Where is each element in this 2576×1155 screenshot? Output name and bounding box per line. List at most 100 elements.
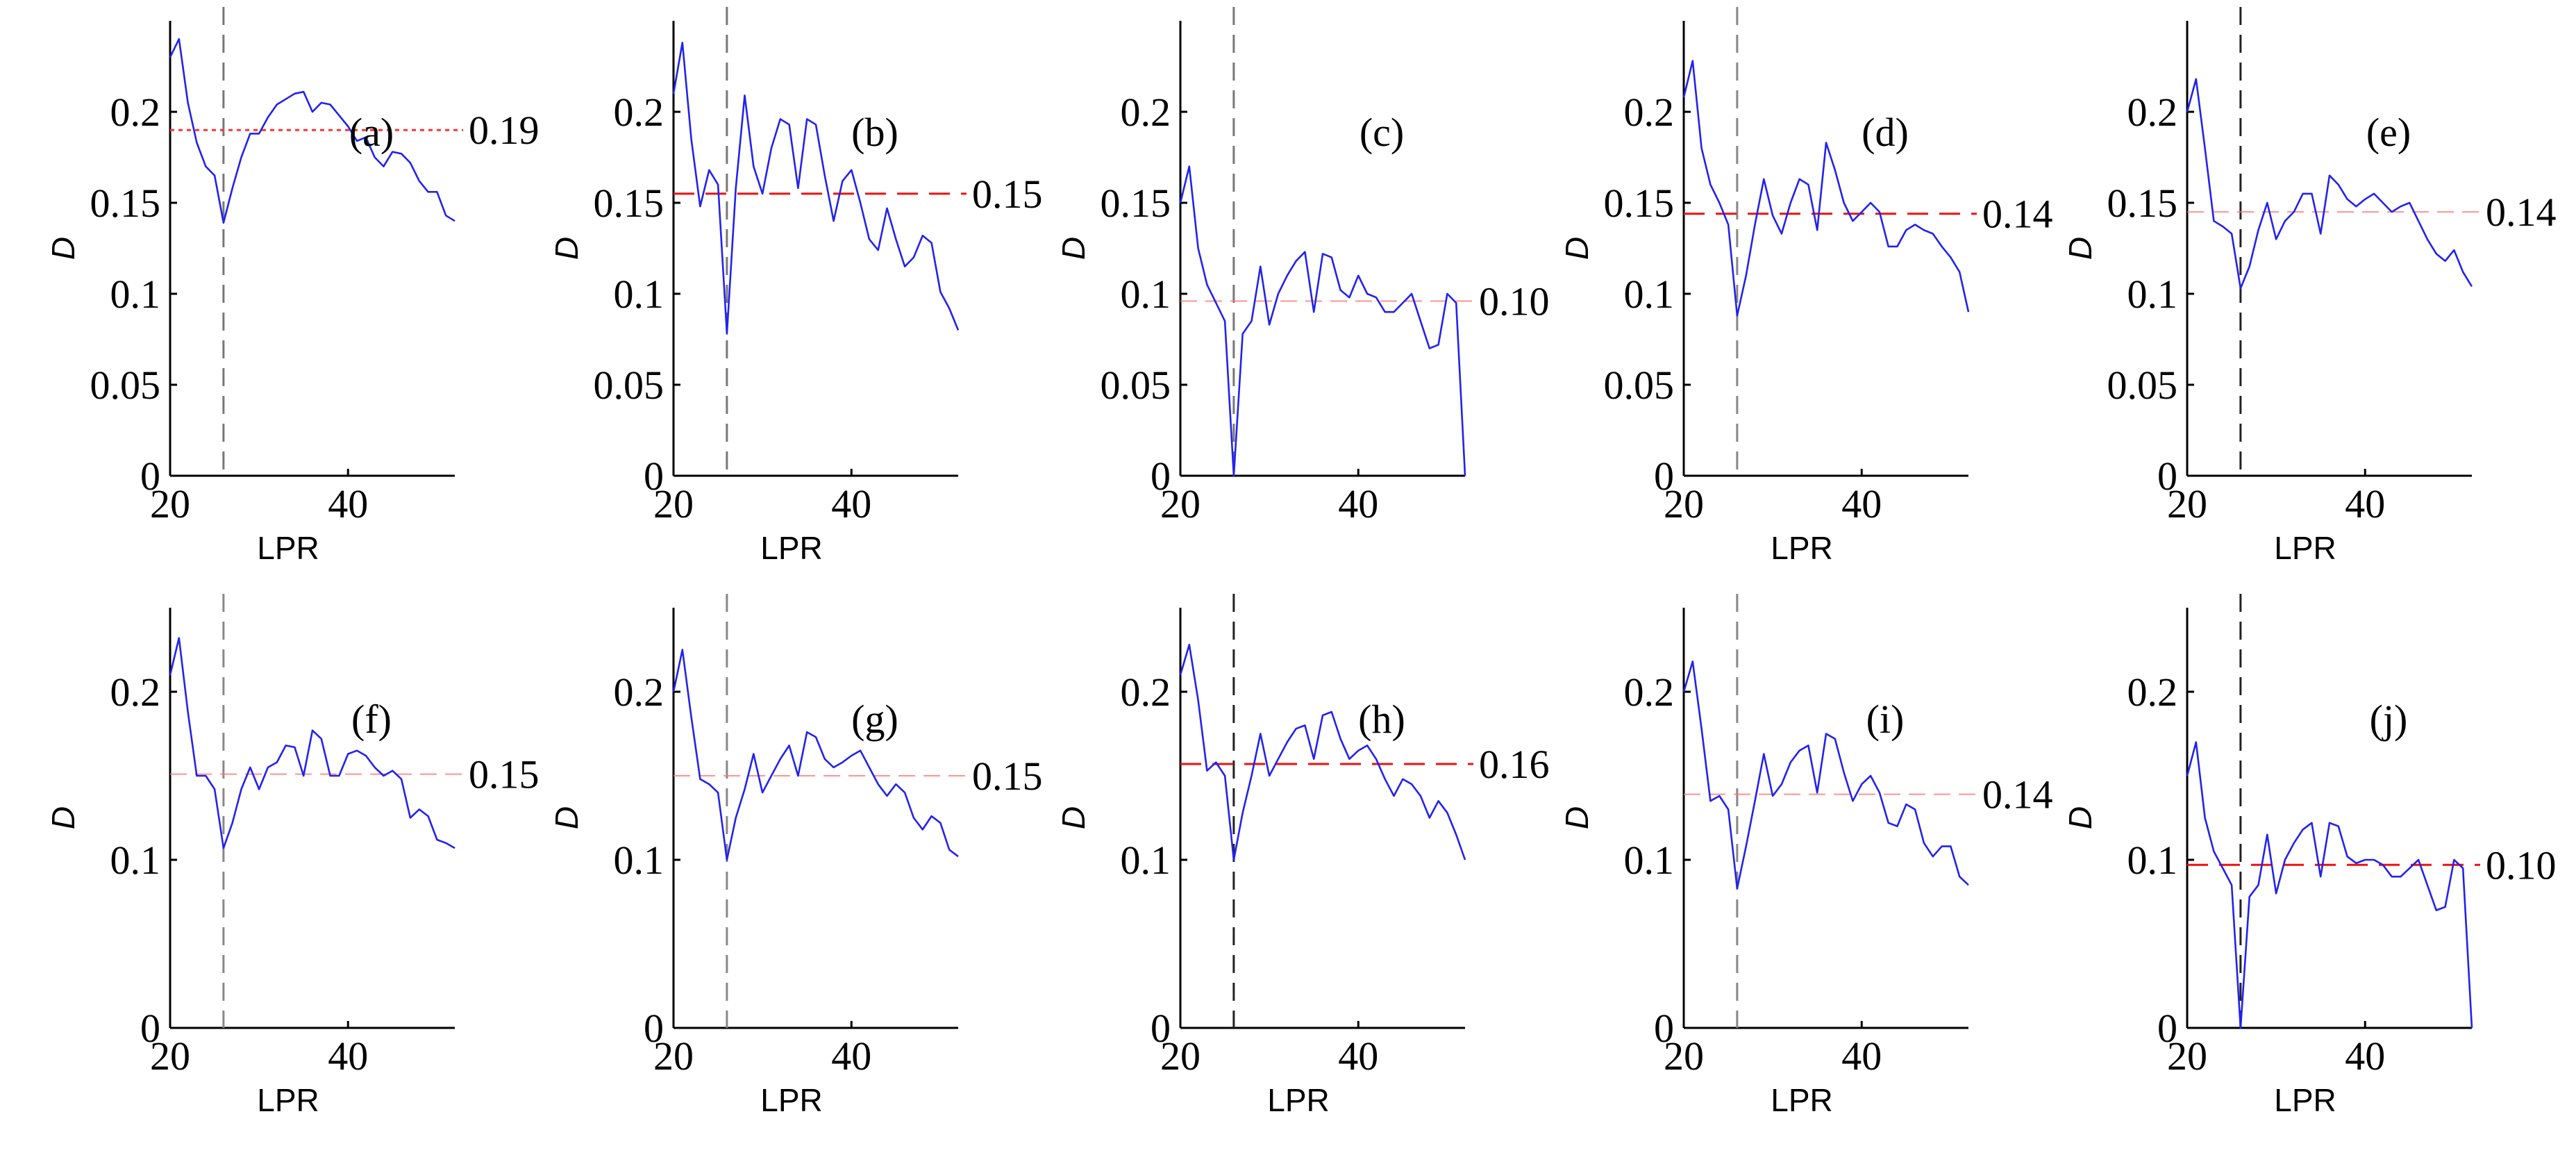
- data-series-line: [1179, 165, 1466, 477]
- y-tick-label: 0.2: [1624, 670, 1675, 715]
- mean-value-label: 0.10: [1479, 279, 1550, 324]
- y-tick-label: 0.15: [1604, 181, 1675, 226]
- data-series-line: [2186, 78, 2473, 290]
- x-tick-label: 40: [2345, 481, 2385, 526]
- mean-value-label: 0.15: [972, 754, 1043, 799]
- y-axis-label: D: [549, 237, 585, 260]
- mean-value-label: 0.14: [1982, 772, 2053, 817]
- x-tick-label: 20: [150, 481, 190, 526]
- mean-value-label: 0.16: [1479, 742, 1550, 787]
- mean-value-label: 0.15: [972, 172, 1043, 217]
- y-tick-label: 0: [140, 1006, 160, 1051]
- y-tick-label: 0: [1654, 1006, 1674, 1051]
- y-tick-label: 0: [1151, 1006, 1171, 1051]
- x-tick-label: 40: [328, 481, 368, 526]
- x-axis-label: LPR: [760, 530, 822, 566]
- panel-label: (g): [851, 697, 898, 742]
- y-tick-label: 0: [1654, 454, 1674, 499]
- y-tick-label: 0.2: [1121, 90, 1171, 135]
- y-tick-label: 0: [1151, 454, 1171, 499]
- y-axis-label: D: [2062, 806, 2098, 829]
- panel-label: (i): [1866, 697, 1905, 742]
- x-tick-label: 20: [150, 1033, 190, 1079]
- y-tick-label: 0.1: [1624, 838, 1675, 883]
- x-axis-label: LPR: [760, 1082, 822, 1118]
- y-tick-label: 0.2: [110, 90, 161, 135]
- y-axis-label: D: [549, 806, 585, 829]
- y-tick-label: 0.1: [110, 838, 161, 883]
- mean-value-label: 0.14: [1982, 192, 2053, 237]
- data-series-line: [169, 637, 455, 849]
- x-axis-label: LPR: [2274, 1082, 2336, 1118]
- x-tick-label: 40: [1841, 1033, 1882, 1079]
- chart-panel-c: 0 0.05 0.1 0.15 0.2 20 40 D (c) 0.10: [1055, 7, 1550, 526]
- data-series-line: [169, 38, 455, 224]
- mean-value-label: 0.10: [2486, 842, 2557, 888]
- y-tick-label: 0.05: [594, 363, 664, 408]
- y-tick-label: 0.15: [1101, 181, 1171, 226]
- panel-label: (h): [1358, 697, 1405, 742]
- x-axis-label: LPR: [1771, 530, 1832, 566]
- mean-value-label: 0.19: [469, 108, 540, 153]
- panel-label: (a): [349, 110, 394, 155]
- x-tick-label: 20: [1160, 481, 1201, 526]
- y-tick-label: 0: [140, 454, 160, 499]
- panel-label: (e): [2366, 110, 2411, 155]
- mean-value-label: 0.15: [469, 752, 540, 797]
- x-tick-label: 20: [2167, 481, 2207, 526]
- data-series-line: [672, 649, 959, 861]
- y-tick-label: 0.05: [1101, 363, 1171, 408]
- panel-label: (c): [1360, 110, 1404, 155]
- panel-label: (b): [851, 110, 898, 155]
- x-tick-label: 20: [1664, 481, 1704, 526]
- y-tick-label: 0.15: [594, 181, 664, 226]
- y-axis-label: D: [1055, 237, 1092, 260]
- y-tick-label: 0.2: [614, 670, 664, 715]
- y-tick-label: 0.15: [2107, 181, 2178, 226]
- y-tick-label: 0.2: [1624, 90, 1675, 135]
- panel-label: (f): [351, 697, 392, 742]
- y-axis-label: D: [1559, 237, 1595, 260]
- y-axis-label: D: [45, 237, 81, 260]
- y-tick-label: 0.1: [2127, 272, 2178, 317]
- y-axis-label: D: [1055, 806, 1092, 829]
- y-tick-label: 0: [644, 1006, 664, 1051]
- data-series-line: [672, 42, 960, 335]
- x-axis-label: LPR: [2274, 530, 2336, 566]
- x-tick-label: 20: [1160, 1033, 1201, 1079]
- panel-label: (j): [2370, 697, 2408, 742]
- y-tick-label: 0.1: [614, 838, 664, 883]
- y-tick-label: 0.1: [1624, 272, 1675, 317]
- y-tick-label: 0.2: [2127, 670, 2178, 715]
- y-tick-label: 0.1: [614, 272, 664, 317]
- x-tick-label: 40: [831, 1033, 871, 1079]
- y-tick-label: 0.1: [1121, 838, 1171, 883]
- data-series-line: [2186, 741, 2473, 1029]
- data-series-line: [1682, 660, 1969, 890]
- y-tick-label: 0.2: [1121, 670, 1171, 715]
- y-tick-label: 0: [2157, 454, 2177, 499]
- x-tick-label: 20: [653, 481, 694, 526]
- panel-label: (d): [1862, 110, 1909, 155]
- y-tick-label: 0.1: [1121, 272, 1171, 317]
- x-axis-label: LPR: [257, 1082, 319, 1118]
- data-series-line: [1682, 60, 1970, 317]
- x-tick-label: 40: [1338, 481, 1378, 526]
- y-tick-label: 0.2: [614, 90, 664, 135]
- x-tick-label: 20: [1664, 1033, 1704, 1079]
- y-tick-label: 0: [644, 454, 664, 499]
- y-axis-label: D: [45, 806, 81, 829]
- y-tick-label: 0.05: [2107, 363, 2178, 408]
- x-tick-label: 20: [653, 1033, 694, 1079]
- data-series-line: [1179, 643, 1466, 861]
- x-tick-label: 40: [1338, 1033, 1378, 1079]
- y-tick-label: 0.2: [110, 670, 161, 715]
